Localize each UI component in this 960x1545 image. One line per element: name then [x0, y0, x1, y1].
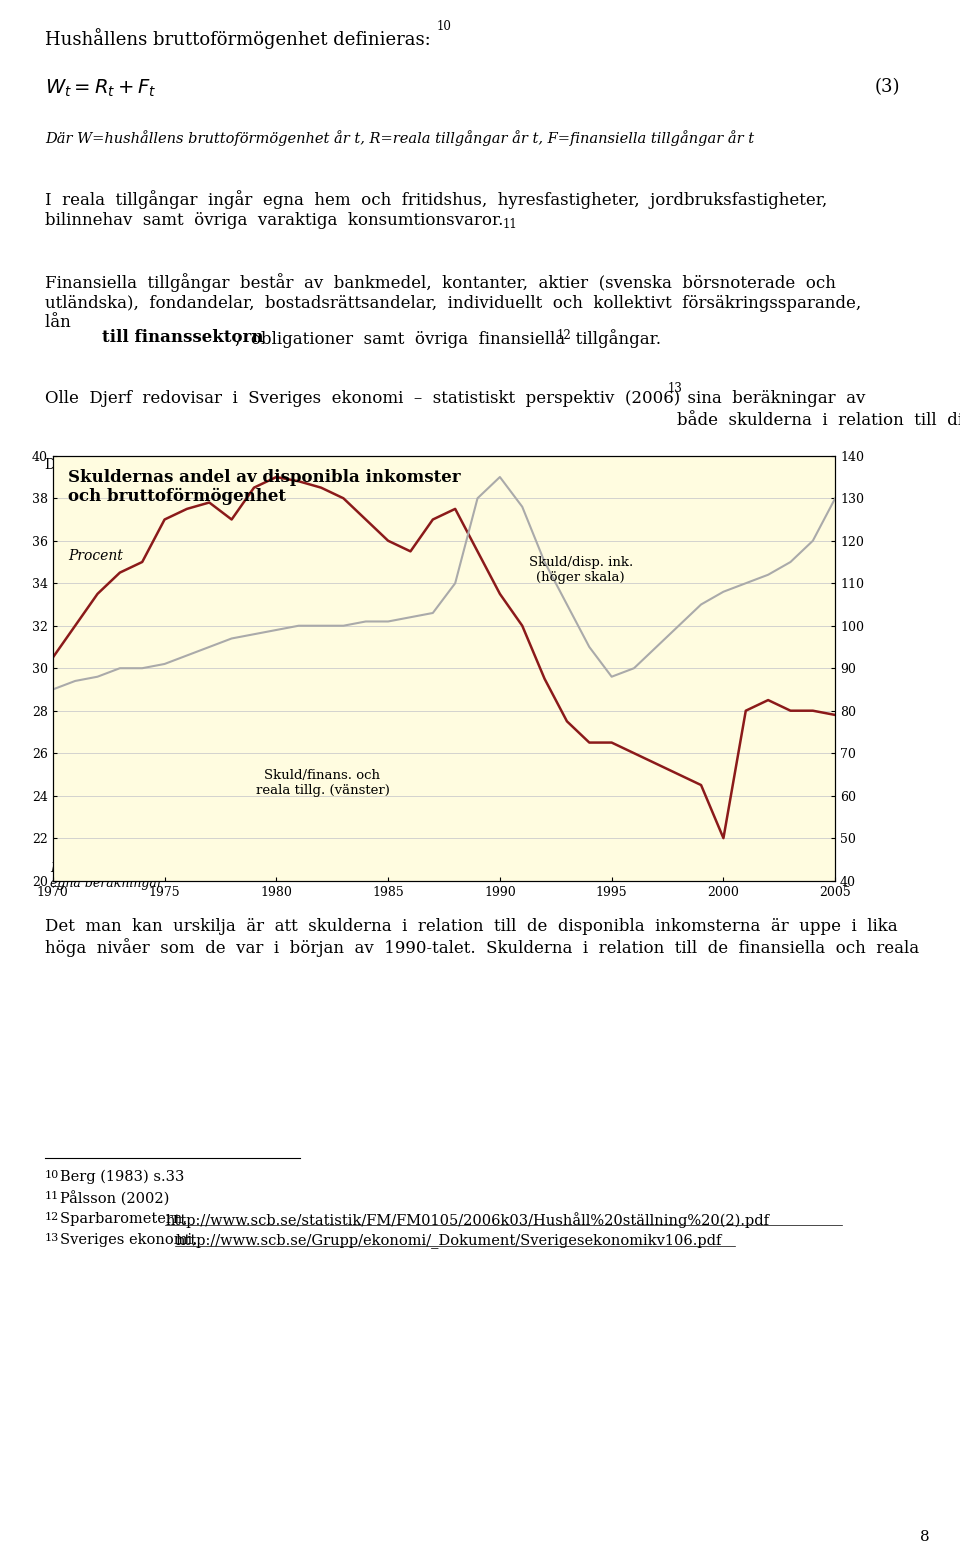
Text: till finanssektorn: till finanssektorn: [102, 329, 263, 346]
Text: http://www.scb.se/Grupp/ekonomi/_Dokument/Sverigesekonomikv106.pdf: http://www.scb.se/Grupp/ekonomi/_Dokumen…: [175, 1233, 721, 1248]
Text: 12: 12: [557, 329, 572, 341]
Text: Data t.o.m. 2005: Data t.o.m. 2005: [470, 862, 576, 874]
Text: Procent: Procent: [68, 548, 123, 564]
Text: 10: 10: [45, 1170, 60, 1180]
Text: Diagram 2:2 Olle Djerfs beräkningar: Diagram 2:2 Olle Djerfs beräkningar: [45, 457, 304, 473]
Text: Sveriges ekonomi,: Sveriges ekonomi,: [60, 1233, 202, 1247]
Text: Källa: Finansräkenskaperna samt
egna beräkningar: Källa: Finansräkenskaperna samt egna ber…: [50, 862, 263, 890]
Text: I  reala  tillgångar  ingår  egna  hem  och  fritidshus,  hyresfastigheter,  jor: I reala tillgångar ingår egna hem och fr…: [45, 190, 828, 229]
Text: Olle  Djerf  redovisar  i  Sveriges  ekonomi  –  statistiskt  perspektiv  (2006): Olle Djerf redovisar i Sveriges ekonomi …: [45, 389, 681, 406]
Text: Pålsson (2002): Pålsson (2002): [60, 1191, 169, 1207]
Text: Sparbarometern,: Sparbarometern,: [60, 1211, 192, 1227]
Text: $W_t = R_t + F_t$: $W_t = R_t + F_t$: [45, 77, 156, 99]
Text: 10: 10: [437, 20, 452, 32]
Text: (3): (3): [875, 77, 900, 96]
Text: Skuld/finans. och
reala tillg. (vänster): Skuld/finans. och reala tillg. (vänster): [255, 768, 390, 797]
Text: 11: 11: [503, 218, 517, 232]
Text: Berg (1983) s.33: Berg (1983) s.33: [60, 1170, 184, 1185]
Text: sina  beräkningar  av
både  skulderna  i  relation  till  disponibel  inkomst  o: sina beräkningar av både skulderna i rel…: [677, 389, 960, 430]
Text: Finansiella  tillgångar  består  av  bankmedel,  kontanter,  aktier  (svenska  b: Finansiella tillgångar består av bankmed…: [45, 273, 861, 331]
Text: 13: 13: [668, 382, 683, 396]
Text: 13: 13: [45, 1233, 60, 1244]
Text: Det  man  kan  urskilja  är  att  skulderna  i  relation  till  de  disponibla  : Det man kan urskilja är att skulderna i …: [45, 918, 919, 956]
Text: Skuldernas andel av disponibla inkomster
och bruttoförmögenhet: Skuldernas andel av disponibla inkomster…: [68, 468, 461, 505]
Text: Där W=hushållens bruttoförmögenhet år t, R=reala tillgångar år t, F=finansiella : Där W=hushållens bruttoförmögenhet år t,…: [45, 130, 755, 145]
Text: 8: 8: [921, 1530, 930, 1543]
Text: 11: 11: [45, 1191, 60, 1200]
Text: http://www.scb.se/statistik/FM/FM0105/2006k03/Hushåll%20ställning%20(2).pdf: http://www.scb.se/statistik/FM/FM0105/20…: [165, 1211, 769, 1228]
Text: 12: 12: [45, 1211, 60, 1222]
Text: ,  obligationer  samt  övriga  finansiella  tillgångar.: , obligationer samt övriga finansiella t…: [235, 329, 661, 348]
Text: Skuld/disp. ink.
(höger skala): Skuld/disp. ink. (höger skala): [529, 556, 633, 584]
Text: Hushållens bruttoförmögenhet definieras:: Hushållens bruttoförmögenhet definieras:: [45, 28, 431, 49]
